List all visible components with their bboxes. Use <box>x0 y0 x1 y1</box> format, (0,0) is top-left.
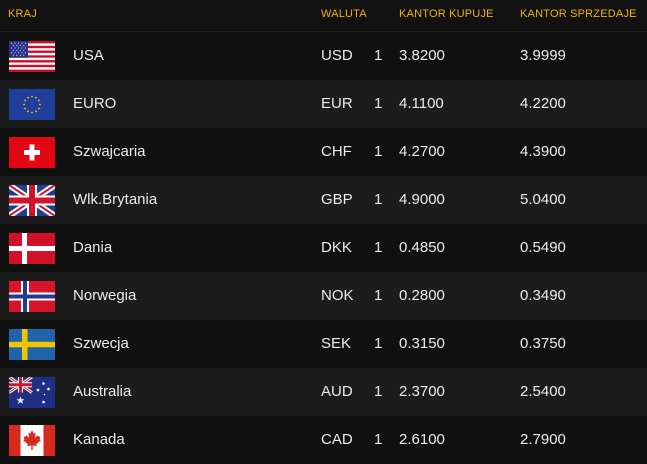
table-row: Szwecja SEK 1 0.3150 0.3750 <box>0 320 647 368</box>
sell-rate: 0.3490 <box>520 287 566 304</box>
sell-rate: 3.9999 <box>520 47 566 64</box>
norway-flag-icon <box>9 281 55 312</box>
currency-unit: 1 <box>374 431 383 448</box>
sell-rate: 5.0400 <box>520 191 566 208</box>
currency-code: EUR <box>321 95 353 112</box>
table-row: Dania DKK 1 0.4850 0.5490 <box>0 224 647 272</box>
currency-code: AUD <box>321 383 353 400</box>
currency-code: CHF <box>321 143 352 160</box>
country-name: Szwajcaria <box>73 143 146 160</box>
country-name: Dania <box>73 239 113 256</box>
header-buy: KANTOR KUPUJE <box>399 8 494 20</box>
canada-flag-icon <box>9 425 55 456</box>
buy-rate: 4.2700 <box>399 143 445 160</box>
currency-unit: 1 <box>374 143 383 160</box>
buy-rate: 2.3700 <box>399 383 445 400</box>
country-name: Szwecja <box>73 335 129 352</box>
currency-unit: 1 <box>374 239 383 256</box>
sell-rate: 4.3900 <box>520 143 566 160</box>
country-name: EURO <box>73 95 117 112</box>
sell-rate: 2.7900 <box>520 431 566 448</box>
buy-rate: 3.8200 <box>399 47 445 64</box>
sell-rate: 0.5490 <box>520 239 566 256</box>
australia-flag-icon <box>9 377 55 408</box>
buy-rate: 0.3150 <box>399 335 445 352</box>
country-name: USA <box>73 47 104 64</box>
currency-unit: 1 <box>374 47 383 64</box>
header-sell: KANTOR SPRZEDAJE <box>520 8 637 20</box>
buy-rate: 0.2800 <box>399 287 445 304</box>
header-country: KRAJ <box>8 8 37 20</box>
table-header: KRAJ WALUTA KANTOR KUPUJE KANTOR SPRZEDA… <box>0 0 647 32</box>
table-row: USA USD 1 3.8200 3.9999 <box>0 32 647 80</box>
currency-unit: 1 <box>374 383 383 400</box>
currency-unit: 1 <box>374 95 383 112</box>
currency-unit: 1 <box>374 191 383 208</box>
sell-rate: 0.3750 <box>520 335 566 352</box>
currency-code: NOK <box>321 287 354 304</box>
currency-code: SEK <box>321 335 352 352</box>
currency-unit: 1 <box>374 335 383 352</box>
swiss-flag-icon <box>9 137 55 168</box>
currency-code: CAD <box>321 431 353 448</box>
sweden-flag-icon <box>9 329 55 360</box>
denmark-flag-icon <box>9 233 55 264</box>
table-row: Wlk.Brytania GBP 1 4.9000 5.0400 <box>0 176 647 224</box>
country-name: Australia <box>73 383 132 400</box>
buy-rate: 4.1100 <box>399 95 444 112</box>
table-row: Kanada CAD 1 2.6100 2.7900 <box>0 416 647 464</box>
currency-code: DKK <box>321 239 352 256</box>
country-name: Kanada <box>73 431 125 448</box>
eu-flag-icon <box>9 89 55 120</box>
table-row: Norwegia NOK 1 0.2800 0.3490 <box>0 272 647 320</box>
currency-unit: 1 <box>374 287 383 304</box>
country-name: Wlk.Brytania <box>73 191 158 208</box>
header-currency: WALUTA <box>321 8 367 20</box>
buy-rate: 2.6100 <box>399 431 445 448</box>
us-flag-icon <box>9 41 55 72</box>
currency-code: GBP <box>321 191 353 208</box>
buy-rate: 4.9000 <box>399 191 445 208</box>
sell-rate: 2.5400 <box>520 383 566 400</box>
table-row: Szwajcaria CHF 1 4.2700 4.3900 <box>0 128 647 176</box>
country-name: Norwegia <box>73 287 137 304</box>
sell-rate: 4.2200 <box>520 95 566 112</box>
currency-code: USD <box>321 47 353 64</box>
uk-flag-icon <box>9 185 55 216</box>
table-row: EURO EUR 1 4.1100 4.2200 <box>0 80 647 128</box>
buy-rate: 0.4850 <box>399 239 445 256</box>
table-row: Australia AUD 1 2.3700 2.5400 <box>0 368 647 416</box>
